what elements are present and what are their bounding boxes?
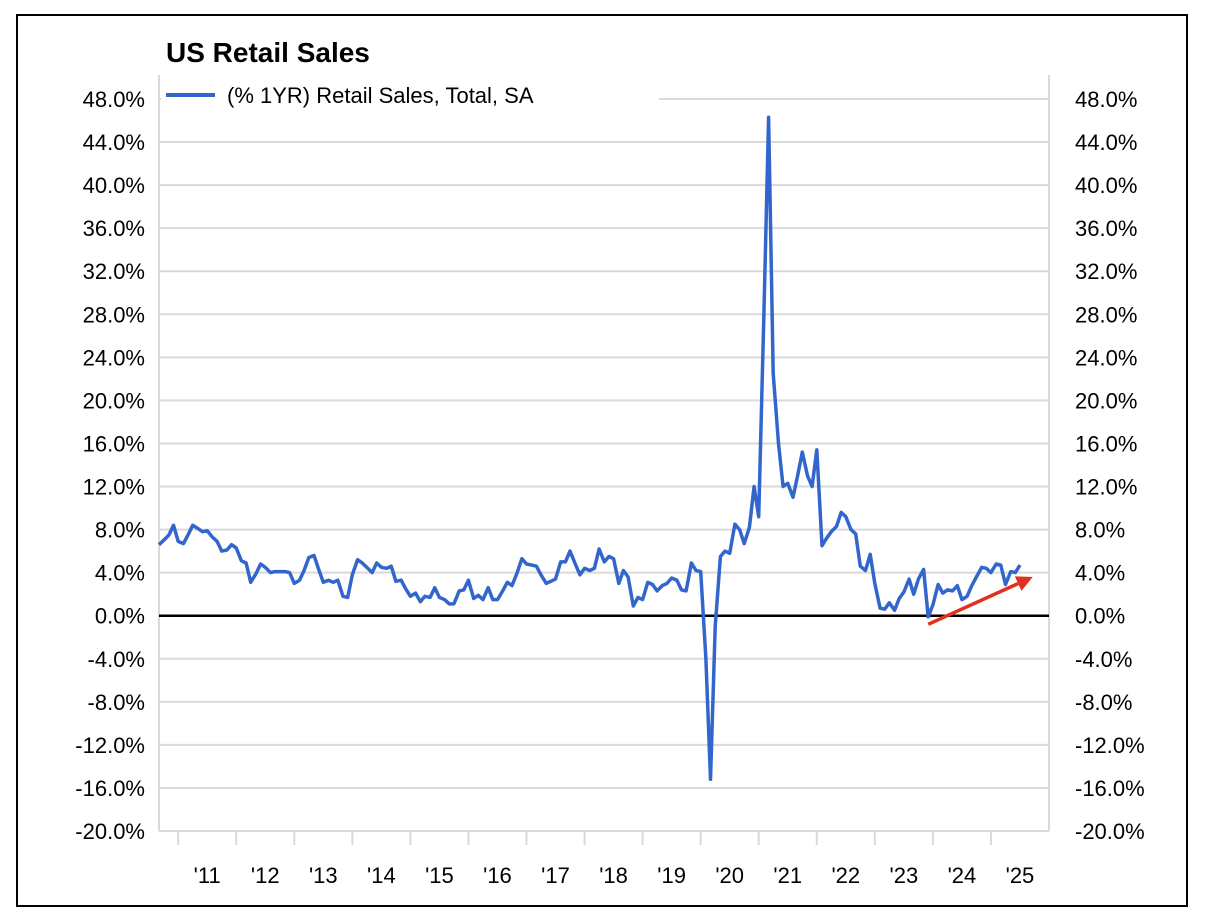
y-tick-label-left: -20.0% — [75, 819, 145, 844]
x-tick-label: '14 — [367, 863, 396, 888]
y-axis-left: 48.0% 44.0% 40.0% 36.0% 32.0% 28.0% 24.0% 20.0%… — [75, 87, 145, 844]
y-tick-label-left: -4.0% — [88, 647, 145, 672]
y-tick-label-left: 40.0% — [83, 173, 145, 198]
y-tick-label-right: 4.0% — [1075, 561, 1125, 586]
y-tick-label-right: -4.0% — [1075, 647, 1132, 672]
x-tick-label: '19 — [657, 863, 686, 888]
y-tick-label-left: 48.0% — [83, 87, 145, 112]
x-tick-label: '12 — [251, 863, 280, 888]
chart: US Retail Sales 48.0% 44.0% 40.0% 36.0% 32.0… — [75, 37, 1145, 888]
chart-frame: US Retail Sales 48.0% 44.0% 40.0% 36.0% 32.0… — [16, 14, 1188, 907]
axes — [158, 75, 1050, 832]
x-tick-label: '23 — [890, 863, 919, 888]
legend: (% 1YR) Retail Sales, Total, SA — [161, 75, 659, 115]
y-tick-label-right: 40.0% — [1075, 173, 1137, 198]
trend-arrow-head — [1014, 576, 1033, 591]
y-axis-right: 48.0% 44.0% 40.0% 36.0% 32.0% 28.0% 24.0% 20.0%… — [1075, 87, 1145, 844]
x-tick-label: '18 — [599, 863, 628, 888]
y-tick-label-right: 32.0% — [1075, 259, 1137, 284]
y-tick-label-left: 32.0% — [83, 259, 145, 284]
y-tick-label-right: 44.0% — [1075, 130, 1137, 155]
series-layer — [157, 115, 1022, 782]
y-tick-label-left: -12.0% — [75, 733, 145, 758]
x-tick-label: '25 — [1006, 863, 1035, 888]
y-tick-label-right: 16.0% — [1075, 431, 1137, 456]
x-tick-label: '16 — [483, 863, 512, 888]
y-tick-label-left: 12.0% — [83, 475, 145, 500]
y-tick-label-left: 36.0% — [83, 216, 145, 241]
legend-label: (% 1YR) Retail Sales, Total, SA — [227, 83, 534, 108]
y-tick-label-left: 8.0% — [95, 518, 145, 543]
y-tick-label-right: 36.0% — [1075, 216, 1137, 241]
y-tick-label-left: 0.0% — [95, 604, 145, 629]
y-tick-label-left: 44.0% — [83, 130, 145, 155]
y-tick-label-left: 16.0% — [83, 431, 145, 456]
y-tick-label-left: 20.0% — [83, 388, 145, 413]
y-tick-label-left: 4.0% — [95, 561, 145, 586]
y-tick-label-right: 24.0% — [1075, 345, 1137, 370]
y-tick-label-right: -12.0% — [1075, 733, 1145, 758]
x-axis: '11 '12 '13 '14 '15 '16 '17 '18 '19 '20 '21 '22 '23 '… — [177, 831, 1035, 888]
y-tick-label-right: 8.0% — [1075, 518, 1125, 543]
y-tick-label-right: 28.0% — [1075, 302, 1137, 327]
y-tick-label-right: 48.0% — [1075, 87, 1137, 112]
y-tick-label-left: -8.0% — [88, 690, 145, 715]
chart-title: US Retail Sales — [166, 37, 370, 68]
x-tick-label: '20 — [715, 863, 744, 888]
y-tick-label-left: -16.0% — [75, 776, 145, 801]
x-tick-label: '13 — [309, 863, 338, 888]
x-tick-label: '15 — [425, 863, 454, 888]
legend-background — [161, 75, 659, 115]
y-tick-label-right: 0.0% — [1075, 604, 1125, 629]
x-tick-label: '24 — [948, 863, 977, 888]
y-tick-label-right: -8.0% — [1075, 690, 1132, 715]
x-tick-label: '22 — [831, 863, 860, 888]
annotation-layer — [927, 576, 1033, 626]
y-tick-label-right: -16.0% — [1075, 776, 1145, 801]
y-tick-label-left: 24.0% — [83, 345, 145, 370]
x-tick-label: '11 — [194, 863, 221, 888]
y-tick-label-right: -20.0% — [1075, 819, 1145, 844]
trend-arrow-shaft — [927, 581, 1019, 626]
series-line — [157, 115, 1022, 782]
y-tick-label-right: 12.0% — [1075, 475, 1137, 500]
x-tick-label: '21 — [773, 863, 802, 888]
x-tick-label: '17 — [541, 863, 570, 888]
gridlines — [159, 98, 1049, 832]
y-tick-label-right: 20.0% — [1075, 388, 1137, 413]
y-tick-label-left: 28.0% — [83, 302, 145, 327]
